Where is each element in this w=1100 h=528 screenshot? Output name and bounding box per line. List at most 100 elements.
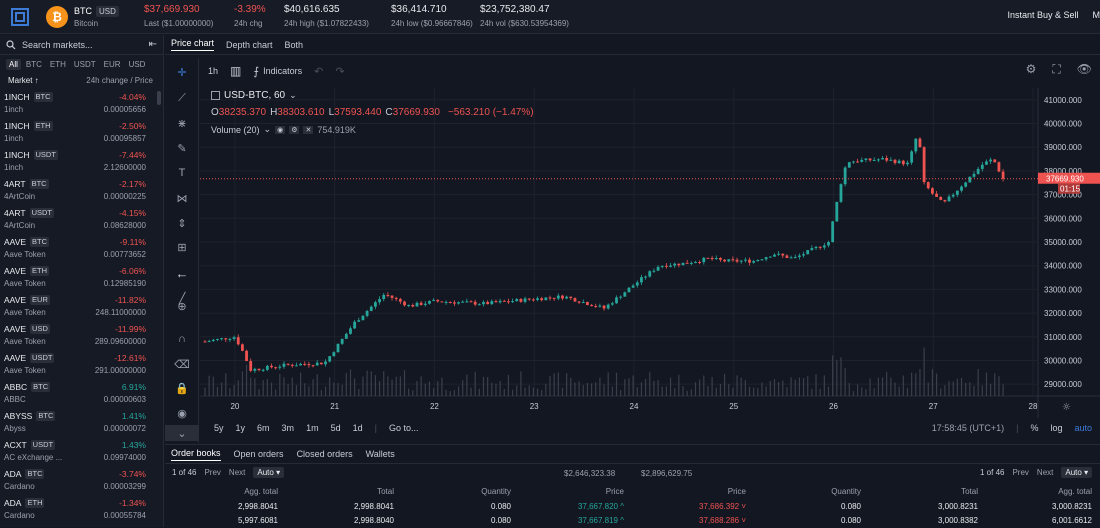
market-search[interactable]: Search markets... ⇤ — [0, 35, 163, 55]
range-button-1m[interactable]: 1m — [306, 423, 319, 433]
filter-eth[interactable]: ETH — [47, 59, 69, 70]
orderbook-column-header[interactable]: Agg. total — [244, 487, 278, 496]
visibility-icon[interactable]: ◉ — [174, 405, 190, 421]
undo-icon[interactable]: ↶ — [314, 65, 323, 78]
orderbook-column-header[interactable]: Quantity — [481, 487, 511, 496]
bid-prev-button[interactable]: Prev — [204, 468, 220, 477]
projection-tool-icon[interactable]: ⊞ — [174, 239, 190, 255]
bid-aggregation-select[interactable]: Auto ▾ — [253, 467, 284, 478]
sort-market-header[interactable]: Market ↑ — [8, 76, 39, 85]
filter-usd[interactable]: USD — [126, 59, 149, 70]
settings-gear-icon[interactable]: ⚙ — [1026, 62, 1037, 77]
brush-icon[interactable]: ✎ — [174, 140, 190, 156]
filter-usdt[interactable]: USDT — [71, 59, 99, 70]
orderbook-column-header[interactable]: Total — [377, 487, 394, 496]
range-button-1y[interactable]: 1y — [236, 423, 246, 433]
bottom-tab[interactable]: Wallets — [366, 449, 395, 459]
ask-prev-button[interactable]: Prev — [1012, 468, 1028, 477]
range-button-5d[interactable]: 5d — [331, 423, 341, 433]
chart-tab[interactable]: Depth chart — [226, 40, 273, 50]
filter-all[interactable]: All — [6, 59, 21, 70]
range-button-5y[interactable]: 5y — [214, 423, 224, 433]
crosshair-icon[interactable]: ✛ — [174, 64, 190, 80]
volume-label[interactable]: Volume (20) — [211, 125, 260, 135]
eye-icon[interactable]: 👁 — [1077, 62, 1092, 77]
volume-visibility-icon[interactable]: ◉ — [275, 126, 285, 134]
auto-toggle[interactable]: auto — [1074, 423, 1092, 433]
goto-button[interactable]: Go to... — [389, 423, 419, 433]
chart-tab[interactable]: Price chart — [171, 38, 214, 51]
bottom-tab[interactable]: Order books — [171, 448, 221, 461]
change-price-header[interactable]: 24h change / Price — [86, 76, 153, 85]
orderbook-column-header[interactable]: Quantity — [831, 487, 861, 496]
ask-aggregation-select[interactable]: Auto ▾ — [1061, 467, 1092, 478]
symbol-chevron-icon[interactable]: ⌄ — [289, 90, 297, 101]
exchange-logo-icon[interactable] — [8, 5, 32, 29]
orderbook-column-header[interactable]: Price — [606, 487, 624, 496]
ask-next-button[interactable]: Next — [1037, 468, 1053, 477]
bottom-tab[interactable]: Closed orders — [297, 449, 353, 459]
orderbook-column-header[interactable]: Total — [961, 487, 978, 496]
interval-button[interactable]: 1h — [208, 66, 218, 76]
search-input[interactable]: Search markets... — [22, 40, 143, 50]
chart-tab[interactable]: Both — [285, 40, 304, 50]
collapse-legend-icon[interactable] — [211, 91, 220, 100]
market-name: Aave Token — [4, 250, 49, 259]
zoom-in-icon[interactable]: ⊕ — [174, 298, 190, 314]
orderbook-column-header[interactable]: Price — [728, 487, 746, 496]
text-tool-icon[interactable]: T — [174, 165, 190, 181]
pattern-tool-icon[interactable]: ⋈ — [174, 190, 190, 206]
collapse-sidebar-icon[interactable]: ⇤ — [149, 39, 157, 50]
percent-toggle[interactable]: % — [1030, 423, 1038, 433]
market-list-scrollbar[interactable] — [157, 91, 161, 105]
expand-toolbar-icon[interactable]: ⌄ — [165, 425, 199, 441]
orderbook-column-header[interactable]: Agg. total — [1058, 487, 1092, 496]
volume-settings-icon[interactable]: ⚙ — [289, 126, 299, 134]
volume-chevron-icon[interactable]: ⌄ — [264, 124, 272, 135]
redo-icon[interactable]: ↷ — [335, 65, 344, 78]
bid-next-button[interactable]: Next — [229, 468, 245, 477]
header-link[interactable]: M — [1093, 10, 1100, 20]
clock-time[interactable]: 17:58:45 (UTC+1) — [932, 423, 1004, 433]
range-button-6m[interactable]: 6m — [257, 423, 270, 433]
filter-eur[interactable]: EUR — [101, 59, 124, 70]
header-link[interactable]: Instant Buy & Sell — [1007, 10, 1078, 20]
legend-symbol[interactable]: USD-BTC, 60 — [224, 90, 285, 101]
filter-btc[interactable]: BTC — [23, 59, 45, 70]
candle-body — [682, 263, 685, 265]
measure-tool-icon[interactable]: ⇕ — [174, 215, 190, 231]
fullscreen-icon[interactable]: ⛶ — [1052, 62, 1060, 77]
log-toggle[interactable]: log — [1050, 423, 1062, 433]
back-arrow-icon[interactable]: ← — [174, 265, 190, 281]
candle-style-icon[interactable]: ▥ — [230, 64, 241, 78]
fib-tool-icon[interactable]: ⋇ — [174, 115, 190, 131]
eraser-icon[interactable]: ⌫ — [174, 356, 190, 372]
bottom-tab[interactable]: Open orders — [234, 449, 284, 459]
time-axis-settings-icon[interactable]: ☼ — [1062, 402, 1071, 413]
indicators-button[interactable]: ⨍ Indicators — [253, 65, 302, 78]
magnet-icon[interactable]: ∩ — [174, 331, 190, 347]
range-button-3m[interactable]: 3m — [282, 423, 295, 433]
lock-icon[interactable]: 🔒 — [174, 380, 190, 396]
volume-remove-icon[interactable]: ✕ — [303, 126, 313, 134]
range-button-1d[interactable]: 1d — [353, 423, 363, 433]
trend-line-icon[interactable]: ⟋ — [174, 90, 190, 106]
